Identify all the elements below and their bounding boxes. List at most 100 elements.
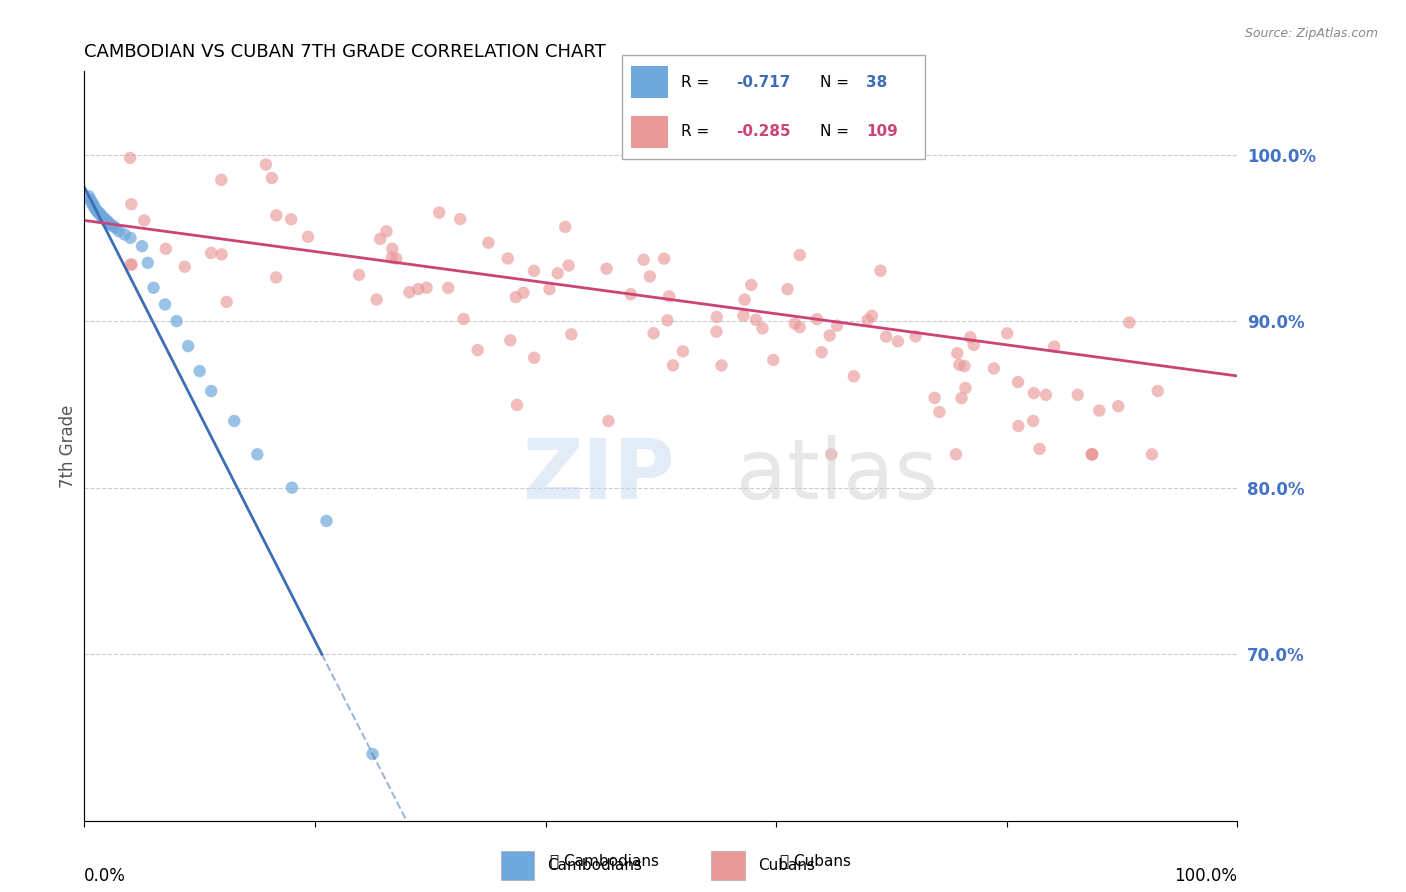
Point — [82, 197, 104, 211]
Point — [368, 232, 391, 246]
Point — [215, 294, 238, 309]
Point — [84, 202, 107, 217]
Point — [120, 231, 142, 245]
Point — [449, 212, 471, 227]
Text: 38: 38 — [866, 75, 887, 90]
Text: ⬜ Cambodians: ⬜ Cambodians — [550, 854, 659, 868]
Point — [381, 242, 404, 256]
Point — [1028, 442, 1050, 456]
Text: 109: 109 — [866, 124, 898, 139]
Point — [200, 384, 222, 398]
Point — [467, 343, 489, 357]
Point — [710, 359, 733, 373]
FancyBboxPatch shape — [631, 66, 668, 98]
Point — [523, 264, 546, 278]
Point — [810, 345, 832, 359]
Point — [928, 405, 950, 419]
Point — [108, 224, 131, 238]
FancyBboxPatch shape — [501, 851, 534, 880]
Point — [266, 208, 288, 222]
Point — [740, 277, 762, 292]
Text: Cubans: Cubans — [758, 858, 815, 872]
Point — [153, 297, 176, 311]
Point — [505, 290, 527, 304]
Point — [211, 247, 233, 261]
Point — [437, 281, 460, 295]
Point — [557, 259, 579, 273]
Point — [499, 334, 522, 348]
Point — [924, 391, 946, 405]
Text: CAMBODIAN VS CUBAN 7TH GRADE CORRELATION CHART: CAMBODIAN VS CUBAN 7TH GRADE CORRELATION… — [84, 44, 606, 62]
Point — [806, 312, 828, 326]
Point — [90, 209, 112, 223]
Point — [762, 352, 785, 367]
Point — [114, 227, 136, 242]
Point — [955, 381, 977, 395]
Point — [103, 219, 124, 234]
Point — [80, 194, 103, 209]
Point — [547, 266, 569, 280]
Point — [366, 293, 388, 307]
Point — [860, 309, 883, 323]
Point — [93, 211, 115, 225]
Point — [1107, 399, 1129, 413]
Point — [97, 216, 120, 230]
Point — [820, 447, 842, 461]
Point — [963, 338, 986, 352]
Text: N =: N = — [820, 75, 849, 90]
Point — [595, 261, 617, 276]
Point — [453, 312, 475, 326]
Point — [789, 320, 811, 334]
Point — [104, 220, 127, 235]
Point — [173, 260, 195, 274]
Point — [385, 252, 408, 266]
Point — [94, 212, 117, 227]
Text: R =: R = — [681, 124, 709, 139]
Y-axis label: 7th Grade: 7th Grade — [59, 404, 77, 488]
Text: -0.285: -0.285 — [737, 124, 790, 139]
Text: R =: R = — [681, 75, 709, 90]
Point — [983, 361, 1005, 376]
Text: N =: N = — [820, 124, 849, 139]
Point — [652, 252, 675, 266]
Point — [83, 197, 105, 211]
Point — [136, 256, 159, 270]
FancyBboxPatch shape — [711, 851, 745, 880]
Point — [620, 287, 643, 301]
Point — [188, 364, 211, 378]
Point — [131, 239, 153, 253]
Point — [560, 327, 582, 342]
Point — [177, 339, 200, 353]
Point — [706, 310, 728, 324]
Point — [1007, 375, 1029, 389]
Point — [950, 391, 973, 405]
Point — [554, 219, 576, 234]
Text: -0.717: -0.717 — [737, 75, 790, 90]
Point — [706, 325, 728, 339]
Point — [254, 157, 277, 171]
Point — [1080, 447, 1102, 461]
Point — [264, 270, 287, 285]
Point — [83, 201, 105, 215]
Point — [789, 248, 811, 262]
Point — [120, 197, 142, 211]
Point — [166, 314, 188, 328]
Text: ⬜ Cubans: ⬜ Cubans — [780, 854, 851, 868]
Point — [887, 334, 910, 349]
Text: Cambodians: Cambodians — [547, 858, 643, 872]
Point — [224, 414, 246, 428]
Text: atlas: atlas — [735, 435, 938, 516]
Point — [297, 229, 319, 244]
Point — [398, 285, 420, 300]
Point — [1081, 447, 1104, 461]
Point — [1067, 388, 1090, 402]
Point — [1118, 316, 1140, 330]
Point — [856, 313, 879, 327]
Point — [751, 321, 773, 335]
FancyBboxPatch shape — [621, 54, 925, 160]
Point — [734, 293, 756, 307]
Point — [96, 214, 118, 228]
Point — [315, 514, 337, 528]
Point — [523, 351, 546, 365]
Point — [134, 213, 156, 227]
